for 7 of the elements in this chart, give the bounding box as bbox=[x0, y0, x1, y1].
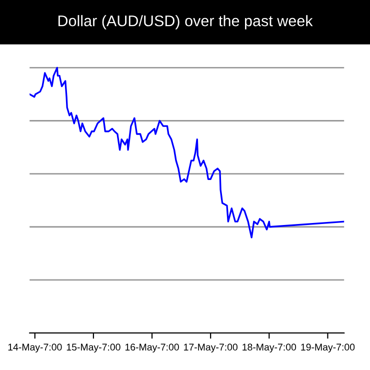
x-tick-label: 16-May-7:00 bbox=[125, 344, 179, 352]
chart-title: Dollar (AUD/USD) over the past week bbox=[58, 15, 313, 30]
x-tick-label: 17-May-7:00 bbox=[184, 344, 238, 352]
x-tick-label: 14-May-7:00 bbox=[8, 344, 62, 352]
x-tick-label: 15-May-7:00 bbox=[66, 344, 120, 352]
x-tick-label: 19-May-7:00 bbox=[301, 344, 355, 352]
x-tick-label: 18-May-7:00 bbox=[242, 344, 296, 352]
